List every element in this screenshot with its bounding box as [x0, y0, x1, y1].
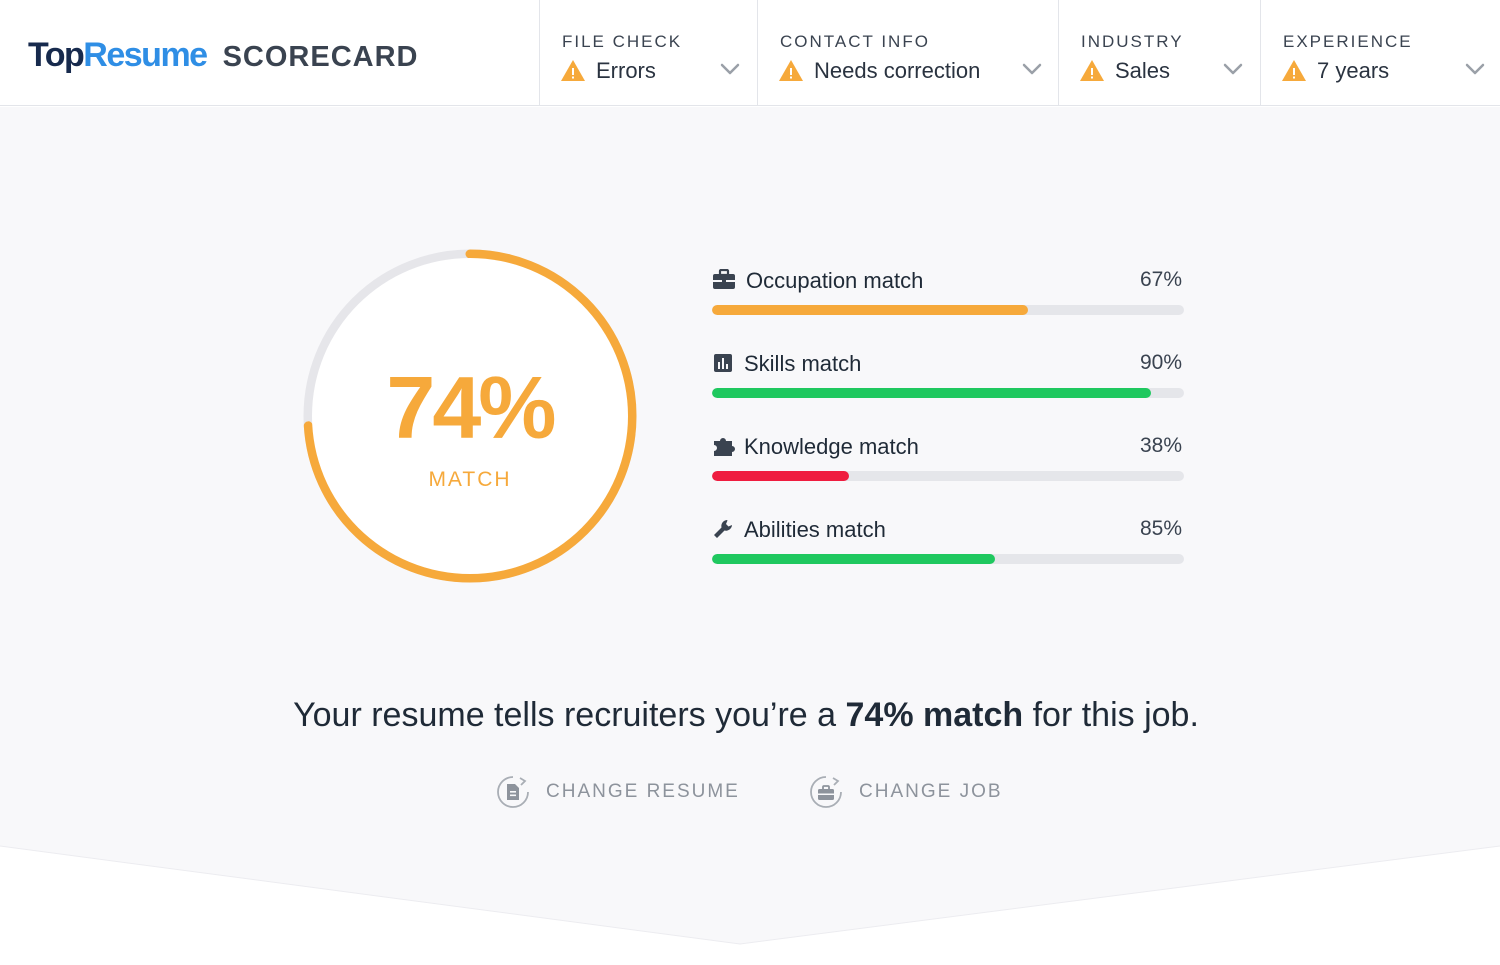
match-summary: Your resume tells recruiters you’re a 74… [0, 696, 1492, 735]
metric-abilities: Abilities match 85% [712, 517, 1184, 568]
nav-value: Sales [1079, 58, 1170, 84]
chevron-down-icon[interactable] [720, 62, 740, 76]
metric-label: Knowledge match [744, 434, 919, 459]
nav-label: INDUSTRY [1081, 32, 1184, 51]
progress-track [712, 554, 1184, 564]
progress-track [712, 305, 1184, 315]
chevron-down-icon[interactable] [1022, 62, 1042, 76]
chevron-down-icon[interactable] [1465, 62, 1485, 76]
change-job-button[interactable]: CHANGE JOB [809, 774, 1003, 810]
metric-percent: 38% [1139, 434, 1182, 457]
metric-skills: Skills match 90% [712, 351, 1184, 402]
warning-icon [561, 60, 585, 81]
nav-industry[interactable]: INDUSTRY Sales [1058, 0, 1260, 106]
summary-text-after: for this job. [1023, 696, 1199, 734]
warning-icon [779, 60, 803, 81]
warning-icon [1080, 60, 1104, 81]
scorecard-body [0, 107, 1500, 965]
wrench-icon [714, 520, 732, 538]
nav-contact-info[interactable]: CONTACT INFO Needs correction [757, 0, 1058, 106]
nav-experience[interactable]: EXPERIENCE 7 years [1260, 0, 1500, 106]
topresume-logo[interactable]: Top Resume SCORECARD [28, 36, 418, 80]
nav-value: Needs correction [778, 58, 980, 84]
change-resume-icon [497, 776, 529, 808]
nav-value: 7 years [1281, 58, 1389, 84]
metric-label: Skills match [744, 351, 862, 376]
warning-icon [1282, 60, 1306, 81]
progress-fill [712, 471, 849, 481]
change-job-icon [810, 776, 842, 808]
progress-fill [712, 388, 1151, 398]
metric-label: Abilities match [744, 517, 886, 542]
change-job-label: CHANGE JOB [859, 781, 1003, 802]
gauge-progress-arc [303, 249, 637, 583]
nav-value-text: 7 years [1317, 58, 1390, 83]
progress-track [712, 388, 1184, 398]
nav-file-check[interactable]: FILE CHECK Errors [539, 0, 757, 106]
nav-value-text: Sales [1115, 58, 1171, 83]
logo-text-top: Top [28, 36, 85, 74]
overall-match-value: 74% [386, 358, 556, 457]
metric-knowledge: Knowledge match 38% [712, 434, 1184, 485]
nav-value-text: Errors [596, 58, 656, 83]
metric-percent: 85% [1139, 517, 1182, 540]
change-resume-button[interactable]: CHANGE RESUME [496, 774, 740, 810]
summary-highlight: 74% match [845, 696, 1024, 734]
chevron-down-icon[interactable] [1223, 62, 1243, 76]
briefcase-icon [713, 269, 735, 289]
progress-track [712, 471, 1184, 481]
progress-fill [712, 305, 1029, 315]
logo-text-resume: Resume [83, 36, 208, 74]
nav-label: CONTACT INFO [780, 32, 930, 51]
change-resume-label: CHANGE RESUME [546, 781, 740, 802]
overall-match-label: MATCH [428, 468, 512, 491]
metric-occupation: Occupation match 67% [712, 268, 1184, 319]
metric-percent: 67% [1139, 268, 1182, 291]
nav-label: EXPERIENCE [1283, 32, 1413, 51]
puzzle-icon [714, 438, 735, 456]
nav-value-text: Needs correction [814, 58, 981, 83]
scorecard-header: Top Resume SCORECARD FILE CHECK Errors C… [0, 0, 1500, 106]
progress-fill [712, 554, 996, 564]
nav-label: FILE CHECK [562, 32, 683, 51]
metric-percent: 90% [1139, 351, 1182, 374]
overall-match-gauge: 74% MATCH [298, 244, 642, 588]
nav-value: Errors [560, 58, 656, 84]
bar-chart-icon [714, 354, 732, 372]
metric-label: Occupation match [746, 268, 924, 293]
product-title: SCORECARD [222, 41, 419, 73]
gauge-center [312, 258, 628, 574]
gauge-ring [303, 249, 637, 583]
summary-text-before: Your resume tells recruiters you’re a [293, 696, 846, 734]
